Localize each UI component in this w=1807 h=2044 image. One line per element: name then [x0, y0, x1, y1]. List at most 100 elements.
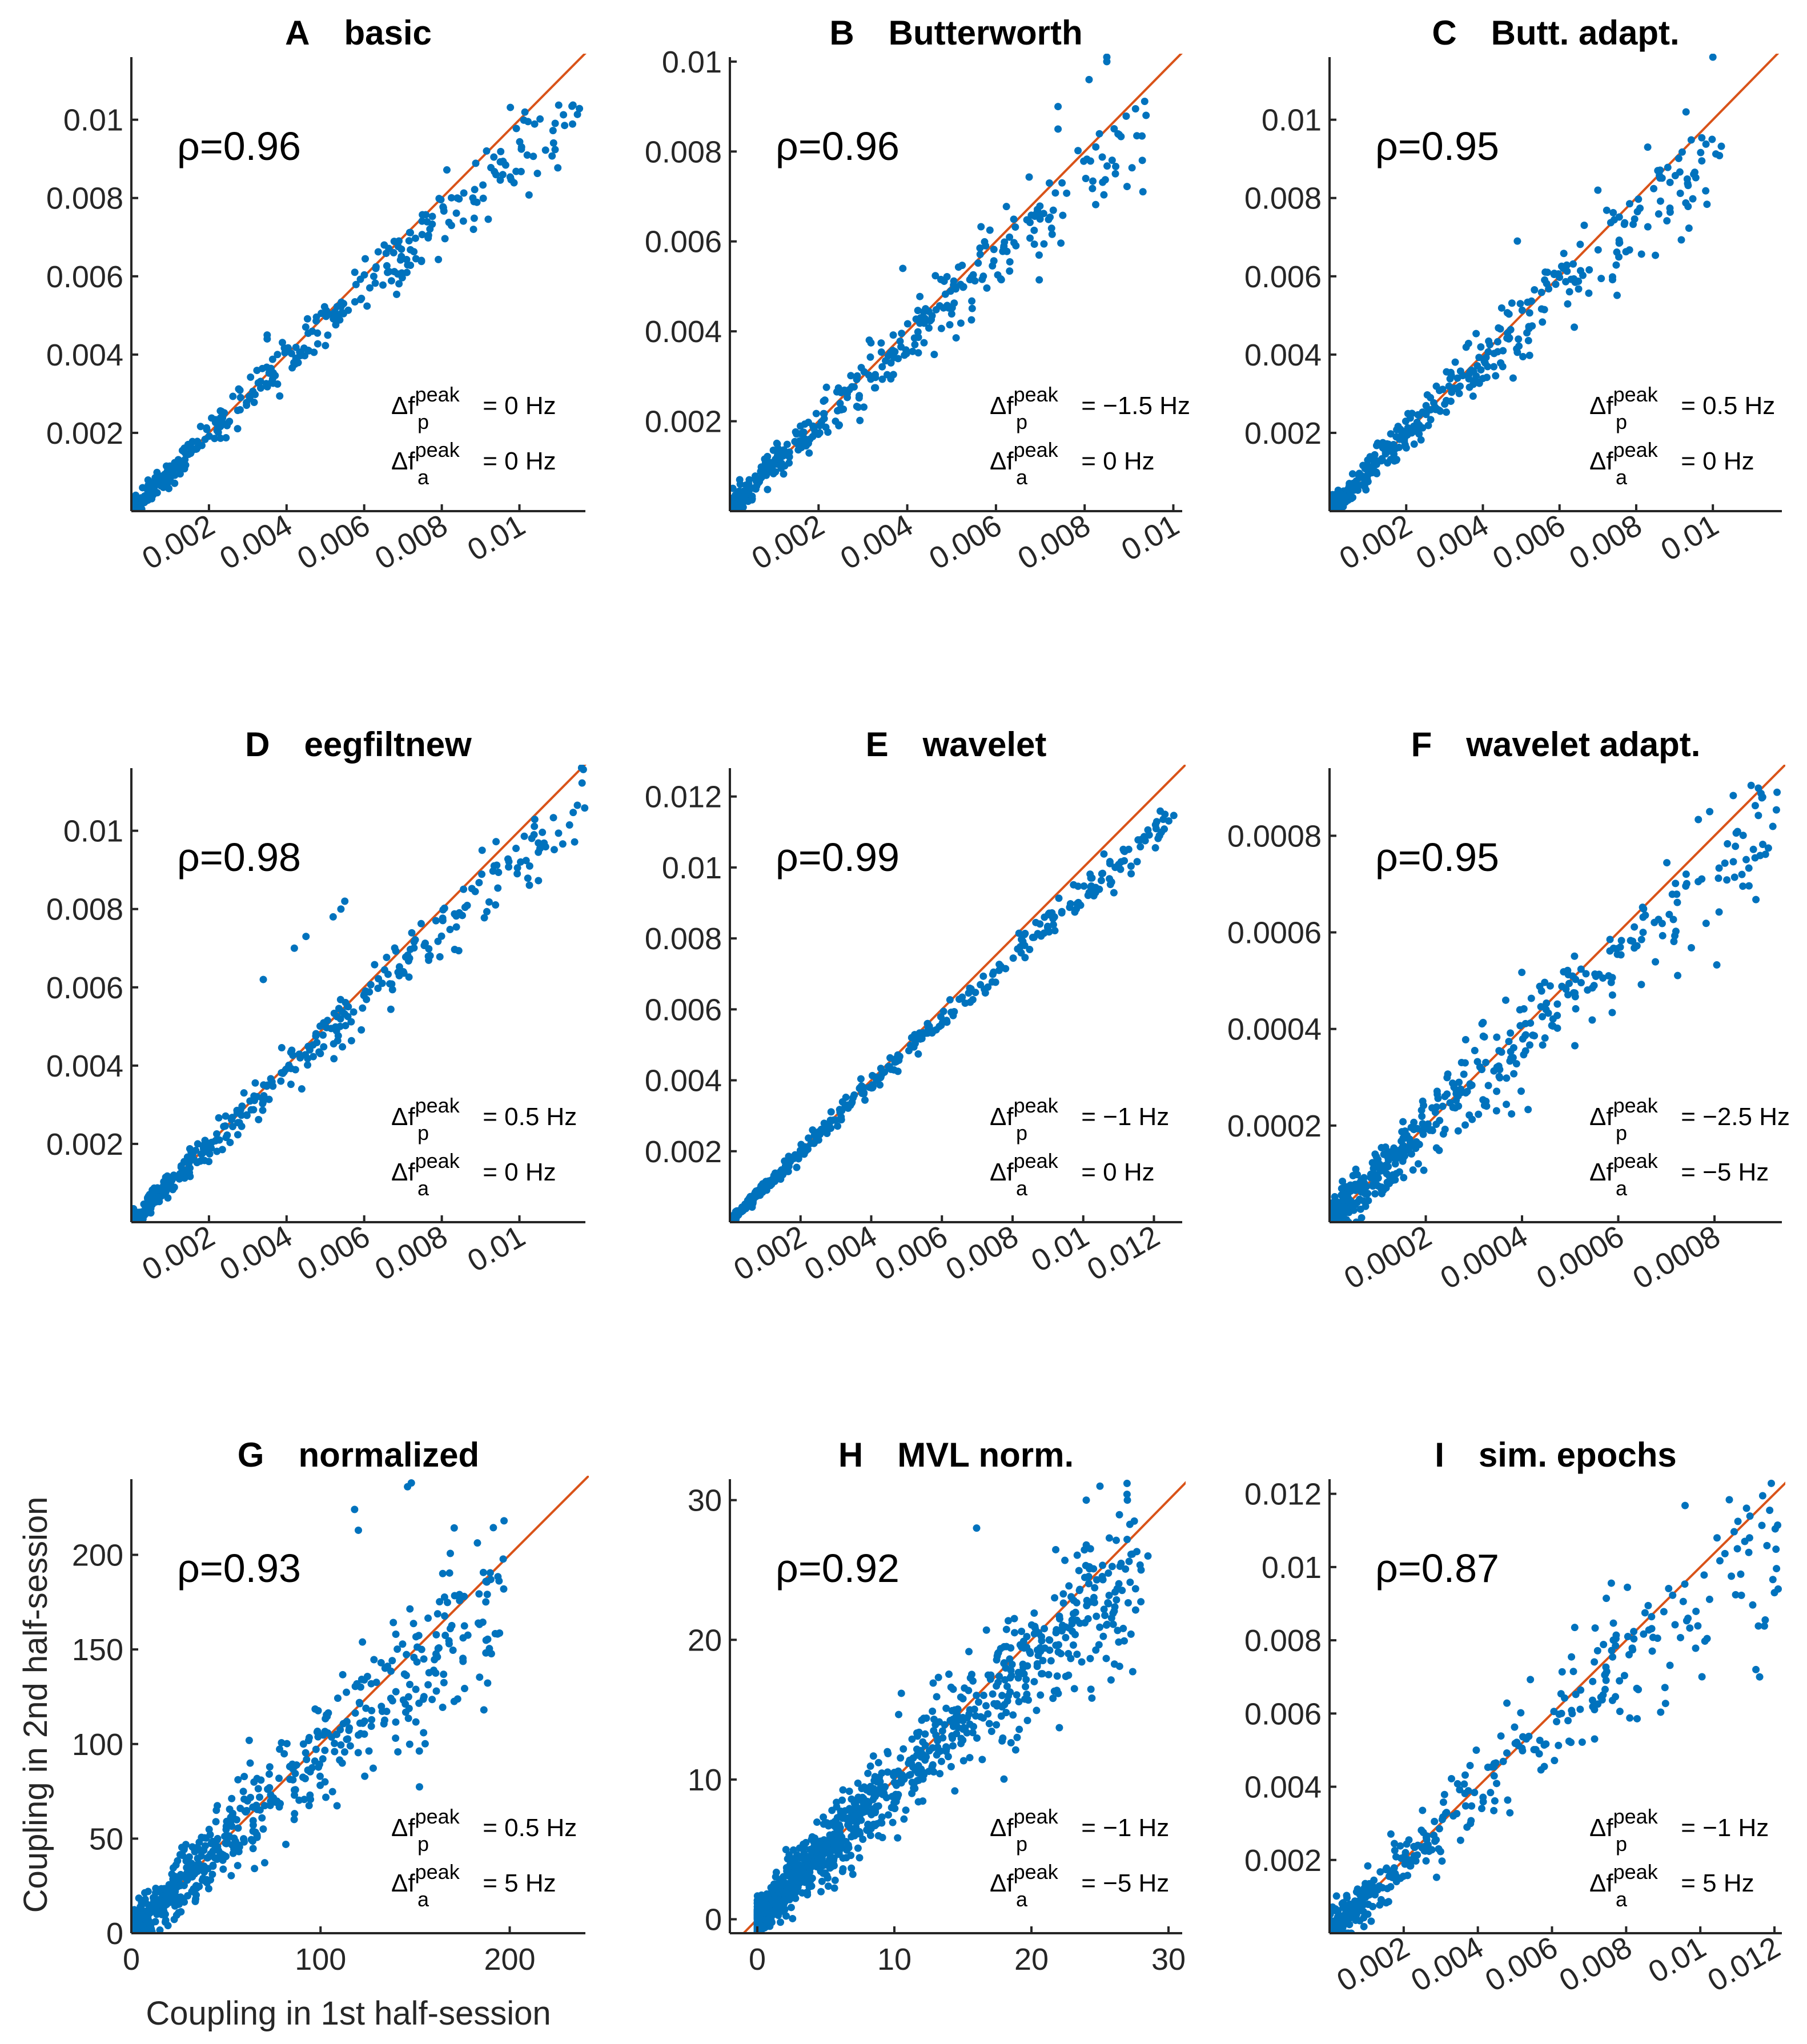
- scatter-point: [204, 1885, 212, 1893]
- scatter-point: [1687, 136, 1695, 144]
- scatter-point: [239, 1788, 247, 1796]
- scatter-point: [366, 284, 374, 292]
- scatter-point: [968, 297, 976, 305]
- scatter-point: [1684, 179, 1692, 187]
- scatter-point: [276, 1745, 284, 1753]
- scatter-point: [1391, 1148, 1399, 1156]
- scatter-point: [453, 1695, 461, 1703]
- scatter-point: [424, 231, 432, 239]
- scatter-point: [336, 1756, 344, 1764]
- scatter-point: [1649, 1633, 1657, 1641]
- panel-title: E wavelet: [866, 725, 1047, 764]
- scatter-point: [967, 985, 975, 993]
- scatter-point: [251, 1828, 259, 1836]
- scatter-point: [1131, 105, 1139, 113]
- scatter-point: [381, 1716, 389, 1724]
- scatter-point: [1480, 1033, 1488, 1041]
- scatter-point: [350, 1008, 358, 1016]
- scatter-point: [1541, 978, 1549, 986]
- scatter-point: [805, 1862, 813, 1870]
- scatter-point: [1333, 1198, 1341, 1206]
- scatter-point: [894, 1834, 902, 1842]
- scatter-point: [214, 1854, 222, 1862]
- scatter-point: [1445, 382, 1453, 390]
- scatter-point: [1671, 171, 1679, 179]
- scatter-point: [1517, 1709, 1525, 1717]
- scatter-point: [773, 440, 781, 448]
- scatter-point: [1553, 1011, 1561, 1019]
- scatter-point: [855, 394, 863, 402]
- scatter-point: [377, 1659, 385, 1666]
- scatter-point: [1513, 237, 1521, 245]
- scatter-point: [536, 115, 544, 123]
- scatter-point: [1640, 1630, 1648, 1638]
- scatter-point: [907, 1759, 915, 1767]
- scatter-point: [1527, 1019, 1535, 1027]
- scatter-point: [905, 1047, 913, 1055]
- scatter-point: [1364, 1891, 1372, 1899]
- scatter-point: [1569, 1668, 1577, 1676]
- scatter-point: [1007, 1644, 1015, 1652]
- x-tick-label: 0.008: [370, 1219, 453, 1287]
- scatter-point: [169, 1864, 177, 1872]
- scatter-point: [789, 1914, 797, 1922]
- scatter-point: [203, 425, 211, 433]
- scatter-point: [848, 1813, 856, 1821]
- scatter-point: [1466, 1761, 1474, 1769]
- scatter-point: [959, 1717, 967, 1725]
- scatter-point: [772, 468, 780, 476]
- scatter-point: [234, 1131, 242, 1139]
- y-tick-label: 0.002: [46, 416, 123, 451]
- scatter-point: [388, 986, 396, 994]
- scatter-point: [236, 386, 244, 394]
- scatter-point: [1497, 304, 1505, 312]
- scatter-point: [1469, 392, 1477, 400]
- scatter-point: [974, 259, 982, 267]
- scatter-point: [1521, 1047, 1529, 1055]
- scatter-point: [153, 1898, 161, 1906]
- scatter-point: [1451, 358, 1459, 366]
- scatter-point: [930, 1726, 938, 1734]
- scatter-point: [1103, 1620, 1111, 1628]
- scatter-point: [838, 1868, 846, 1876]
- x-tick-label: 0.01: [1026, 1219, 1095, 1279]
- scatter-point: [854, 1779, 862, 1787]
- scatter-point: [890, 1066, 898, 1074]
- scatter-point: [945, 1670, 953, 1678]
- scatter-point: [1418, 1113, 1426, 1121]
- scatter-point: [403, 1651, 411, 1659]
- scatter-point: [379, 281, 387, 289]
- scatter-point: [1537, 288, 1545, 296]
- scatter-point: [494, 884, 502, 892]
- scatter-point: [1749, 1601, 1757, 1609]
- delta-f-phase: Δfpeak p = 0.5 Hz: [391, 1805, 577, 1856]
- scatter-point: [1339, 1177, 1347, 1185]
- scatter-point: [160, 1885, 168, 1893]
- scatter-point: [1046, 1646, 1054, 1654]
- scatter-point: [264, 1785, 272, 1793]
- scatter-point: [885, 1062, 893, 1070]
- scatter-point: [1051, 189, 1059, 197]
- scatter-point: [1513, 348, 1521, 356]
- scatter-point: [753, 1892, 761, 1900]
- scatter-point: [1098, 153, 1106, 161]
- scatter-point: [1099, 1632, 1107, 1640]
- scatter-point: [1593, 1647, 1601, 1655]
- scatter-point: [858, 1082, 866, 1090]
- scatter-point: [1081, 1546, 1089, 1554]
- scatter-point: [1391, 1160, 1399, 1168]
- scatter-point: [1553, 1000, 1561, 1008]
- scatter-point: [352, 280, 360, 288]
- y-tick-label: 0.01: [63, 814, 123, 849]
- scatter-point: [287, 350, 295, 358]
- scatter-point: [936, 1770, 944, 1778]
- scatter-point: [793, 1163, 801, 1171]
- scatter-point: [1375, 1160, 1383, 1168]
- scatter-point: [1043, 922, 1051, 930]
- scatter-point: [1508, 299, 1516, 307]
- scatter-point: [1493, 1033, 1501, 1041]
- scatter-point: [764, 1894, 772, 1902]
- scatter-point: [958, 262, 966, 270]
- scatter-point: [420, 1655, 428, 1663]
- scatter-point: [1095, 130, 1103, 138]
